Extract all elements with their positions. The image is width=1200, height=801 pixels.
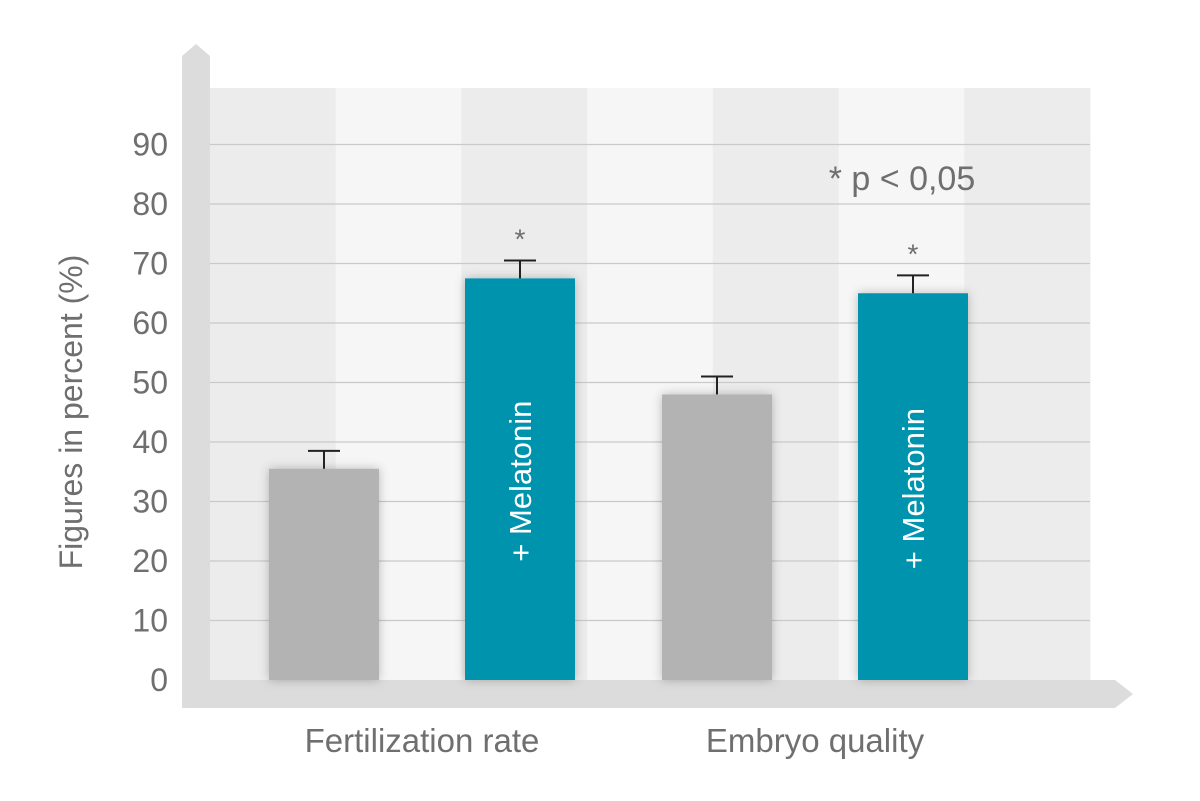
- y-tick-label: 70: [132, 246, 168, 282]
- bar: [269, 468, 379, 680]
- error-bars: [308, 259, 929, 469]
- x-tick-label: Embryo quality: [706, 722, 925, 759]
- significance-note: * p < 0,05: [829, 160, 976, 198]
- y-tick-label: 40: [132, 424, 168, 460]
- x-axis-floor: [182, 680, 1133, 708]
- y-axis-label: Figures in percent (%): [53, 255, 89, 570]
- bar-label: + Melatonin: [896, 408, 931, 569]
- bars: + Melatonin + Melatonin: [269, 278, 968, 680]
- y-tick-label: 90: [132, 127, 168, 163]
- y-tick-label: 50: [132, 365, 168, 401]
- x-tick-labels: Fertilization rate Embryo quality: [305, 722, 925, 759]
- bar: [662, 394, 772, 680]
- significance-marks: * *: [515, 224, 919, 270]
- y-tick-label: 80: [132, 186, 168, 222]
- bar: [858, 293, 968, 680]
- significance-mark: *: [908, 238, 919, 269]
- y-tick-label: 10: [132, 603, 168, 639]
- y-tick-labels: 0 10 20 30 40 50 60 70 80 90: [132, 127, 168, 699]
- y-tick-label: 20: [132, 543, 168, 579]
- bar-label: + Melatonin: [503, 401, 538, 562]
- y-axis-wall: [182, 44, 210, 708]
- y-tick-label: 60: [132, 305, 168, 341]
- plot-band: [964, 88, 1091, 680]
- x-tick-label: Fertilization rate: [305, 722, 540, 759]
- significance-mark: *: [515, 224, 526, 255]
- y-tick-label: 0: [150, 662, 168, 698]
- y-tick-label: 30: [132, 484, 168, 520]
- bar: [465, 278, 575, 680]
